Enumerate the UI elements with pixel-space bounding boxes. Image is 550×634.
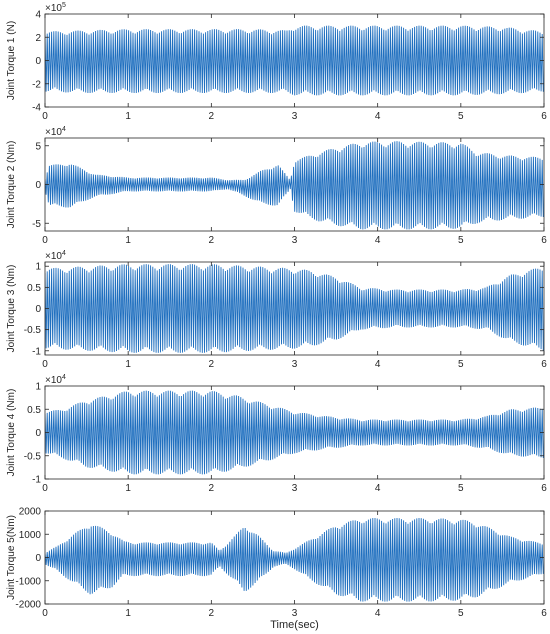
x-tick-label: 3 <box>292 608 298 619</box>
x-tick-label: 3 <box>292 359 298 370</box>
y-tick-label: 4 <box>35 10 41 21</box>
y-tick-label: -2 <box>32 79 41 90</box>
x-tick-label: 5 <box>458 359 464 370</box>
y-tick-label: -0.5 <box>24 325 42 336</box>
axis-exponent-power: 4 <box>62 374 66 381</box>
y-tick-label: 0.5 <box>27 283 41 294</box>
x-axis-label: Time(sec) <box>270 619 318 631</box>
x-tick-label: 3 <box>292 111 298 122</box>
y-tick-label: -2000 <box>15 600 41 611</box>
y-ticks: -4 -2 0 2 4 <box>32 10 544 114</box>
y-tick-label: 5 <box>35 141 41 152</box>
axis-exponent-power: 5 <box>62 2 66 9</box>
axis-exponent: ×104 <box>45 250 66 262</box>
y-tick-label: -5 <box>32 219 41 230</box>
y-ticks: -1 -0.5 0 0.5 1 <box>24 262 544 357</box>
y-tick-label: 0 <box>35 304 41 315</box>
y-axis-label: Joint Torque 5(Nm) <box>6 515 17 600</box>
y-tick-label: 2000 <box>19 507 42 518</box>
x-tick-label: 4 <box>375 608 381 619</box>
series-line <box>45 25 544 96</box>
x-tick-label: 2 <box>209 235 215 246</box>
x-tick-label: 6 <box>541 235 547 246</box>
x-tick-label: 1 <box>125 111 131 122</box>
y-tick-label: 0.5 <box>27 405 41 416</box>
y-axis-label: Joint Torque 4 (Nm) <box>6 389 17 477</box>
x-tick-label: 0 <box>42 235 48 246</box>
x-tick-label: 0 <box>42 111 48 122</box>
x-tick-label: 2 <box>209 111 215 122</box>
axis-exponent-base: ×10 <box>45 251 62 262</box>
x-tick-label: 1 <box>125 235 131 246</box>
series-line <box>45 390 544 475</box>
y-axis-label: Joint Torque 3 (Nm) <box>6 265 17 353</box>
series-line <box>45 141 544 230</box>
series-line <box>45 517 544 602</box>
y-tick-label: -1 <box>32 475 41 486</box>
y-tick-label: -4 <box>32 103 41 114</box>
x-tick-label: 6 <box>541 111 547 122</box>
x-tick-label: 1 <box>125 483 131 494</box>
x-tick-label: 2 <box>209 608 215 619</box>
y-tick-label: 1000 <box>19 530 42 541</box>
x-tick-label: 0 <box>42 483 48 494</box>
x-tick-label: 6 <box>541 608 547 619</box>
y-tick-label: -1 <box>32 346 41 357</box>
x-tick-label: 0 <box>42 359 48 370</box>
x-tick-label: 5 <box>458 608 464 619</box>
y-ticks: -2000 -1000 0 1000 2000 <box>15 507 544 611</box>
axis-exponent: ×104 <box>45 374 66 386</box>
axis-exponent-power: 4 <box>62 126 66 133</box>
axis-exponent-base: ×10 <box>45 3 62 14</box>
y-tick-label: -1000 <box>15 576 41 587</box>
x-tick-label: 3 <box>292 483 298 494</box>
x-tick-label: 6 <box>541 359 547 370</box>
x-tick-label: 4 <box>375 111 381 122</box>
x-tick-label: 2 <box>209 483 215 494</box>
y-axis-label: Joint Torque 1 (N) <box>6 21 17 100</box>
axis-exponent: ×104 <box>45 126 66 138</box>
y-ticks: -5 0 5 <box>32 141 544 230</box>
x-tick-label: 3 <box>292 235 298 246</box>
x-tick-label: 2 <box>209 359 215 370</box>
axis-exponent-power: 4 <box>62 250 66 257</box>
x-tick-label: 5 <box>458 111 464 122</box>
x-tick-label: 1 <box>125 359 131 370</box>
y-tick-label: 1 <box>35 382 41 393</box>
x-ticks: 0 1 2 3 4 5 6 <box>42 14 547 122</box>
y-tick-label: 0 <box>35 56 41 67</box>
x-tick-label: 4 <box>375 483 381 494</box>
x-tick-label: 1 <box>125 608 131 619</box>
x-tick-label: 6 <box>541 483 547 494</box>
y-tick-label: 0 <box>35 180 41 191</box>
x-tick-label: 4 <box>375 359 381 370</box>
axis-exponent-base: ×10 <box>45 127 62 138</box>
y-tick-label: 0 <box>35 553 41 564</box>
axis-exponent: ×105 <box>45 2 66 14</box>
y-tick-label: 1 <box>35 262 41 273</box>
y-tick-label: 2 <box>35 33 41 44</box>
y-axis-label: Joint Torque 2 (Nm) <box>6 141 17 229</box>
x-ticks: 0 1 2 3 4 5 6 <box>42 386 547 494</box>
axis-exponent-base: ×10 <box>45 375 62 386</box>
x-tick-label: 0 <box>42 608 48 619</box>
series-line <box>45 264 544 353</box>
y-tick-label: -0.5 <box>24 451 42 462</box>
y-ticks: -1 -0.5 0 0.5 1 <box>24 382 544 486</box>
x-tick-label: 5 <box>458 235 464 246</box>
x-tick-label: 5 <box>458 483 464 494</box>
x-ticks: 0 1 2 3 4 5 6 <box>42 138 547 246</box>
x-ticks: 0 1 2 3 4 5 6 <box>42 262 547 370</box>
x-ticks: 0 1 2 3 4 5 6 <box>42 511 547 619</box>
y-tick-label: 0 <box>35 428 41 439</box>
x-tick-label: 4 <box>375 235 381 246</box>
